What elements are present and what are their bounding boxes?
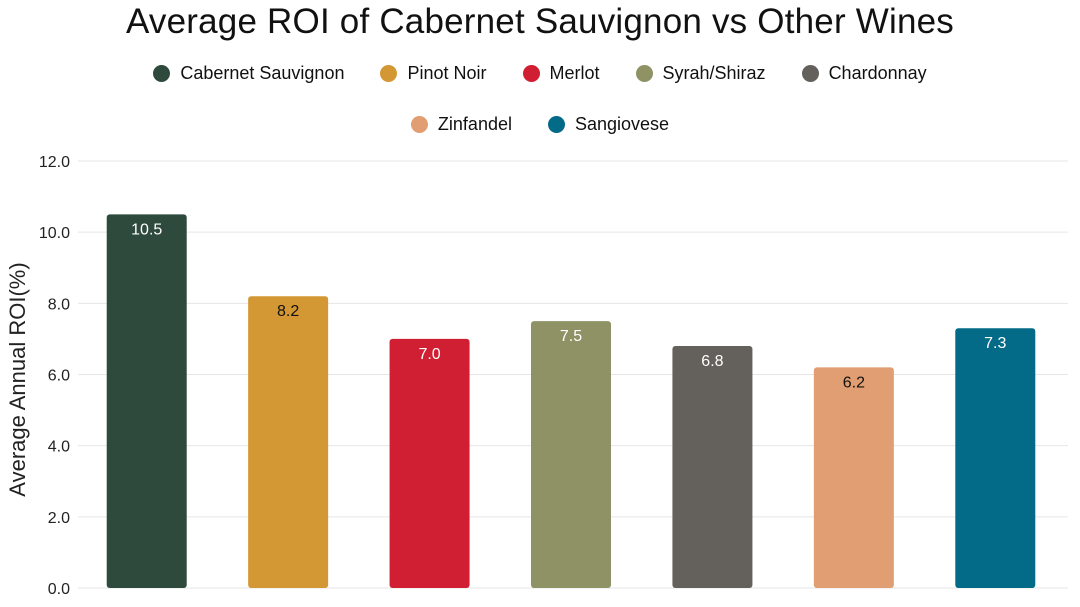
chart-title: Average ROI of Cabernet Sauvignon vs Oth… [126, 2, 954, 41]
bar [531, 321, 611, 588]
legend-swatch [380, 65, 398, 82]
legend-swatch [153, 65, 171, 82]
bar [106, 214, 187, 588]
data-label: 7.3 [984, 335, 1006, 352]
legend-item: Cabernet Sauvignon [153, 63, 344, 84]
legend-label: Chardonnay [828, 63, 927, 83]
bar [389, 338, 470, 588]
data-label: 7.0 [418, 346, 440, 363]
bar [248, 296, 329, 588]
legend-label: Zinfandel [437, 114, 512, 134]
legend-item: Syrah/Shiraz [635, 63, 766, 84]
legend-label: Pinot Noir [407, 63, 487, 83]
legend-label: Merlot [549, 63, 600, 83]
y-tick-label: 12.0 [39, 154, 70, 171]
data-label: 7.5 [560, 328, 582, 345]
legend-label: Cabernet Sauvignon [180, 63, 345, 83]
legend-label: Syrah/Shiraz [662, 63, 766, 83]
legend-item: Chardonnay [801, 63, 927, 84]
legend-item: Sangiovese [547, 114, 670, 135]
y-tick-label: 2.0 [48, 510, 70, 527]
y-tick-label: 10.0 [39, 225, 70, 242]
y-axis-label: Average Annual ROI(%) [5, 262, 30, 496]
legend-item: Pinot Noir [380, 63, 487, 84]
data-label: 6.2 [843, 374, 865, 391]
legend-swatch [522, 65, 540, 82]
legend-label: Sangiovese [574, 114, 670, 134]
legend-swatch [410, 116, 428, 133]
bar [813, 367, 894, 588]
legend-item: Merlot [522, 63, 600, 84]
data-label: 10.5 [131, 221, 162, 238]
y-tick-label: 4.0 [48, 439, 70, 456]
legend-swatch [635, 65, 653, 82]
legend-swatch [547, 116, 565, 133]
data-label: 6.8 [701, 353, 723, 370]
bar [955, 328, 1036, 588]
legend-swatch [801, 65, 819, 82]
y-tick-label: 6.0 [48, 368, 70, 385]
data-label: 8.2 [277, 303, 299, 320]
y-tick-label: 8.0 [48, 296, 70, 313]
legend-item: Zinfandel [410, 114, 512, 135]
bar [672, 346, 753, 588]
legend-row-2: Zinfandel Sangiovese [0, 114, 1080, 135]
y-tick-label: 0.0 [48, 581, 70, 598]
legend-row-1: Cabernet Sauvignon Pinot Noir Merlot Syrah/… [0, 63, 1080, 84]
